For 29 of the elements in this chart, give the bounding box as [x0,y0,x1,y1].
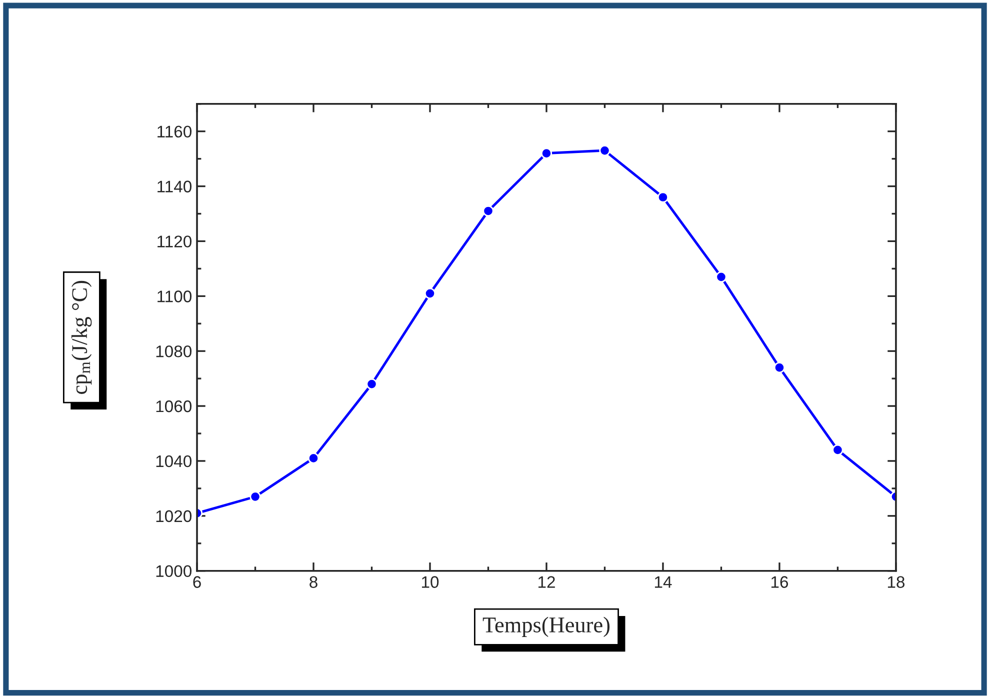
point [424,288,436,299]
y-axis-title: cp$_{m}$(J/kg °C) [71,280,92,394]
point [250,491,261,502]
x-tick-label: 18 [888,576,904,588]
x-tick-label: 10 [422,576,439,588]
y-tick-label: 1100 [158,290,192,302]
x-tick-label: 6 [193,576,201,588]
x-tick-label: 14 [654,576,672,588]
y-tick-label: 1020 [156,510,192,522]
y-tick-label: 1040 [156,455,192,468]
point [599,144,610,156]
y-tick-label: 1120 [158,236,192,248]
y-tick-label: 1000 [156,565,192,578]
point [366,378,378,390]
point [716,271,727,282]
x-tick-label: 8 [310,576,318,588]
x-tick-label: 16 [771,576,788,588]
y-tick-label: 1160 [158,126,192,138]
point [540,148,552,159]
point [657,192,669,203]
point [308,452,320,464]
point [832,444,844,456]
x-tick-label: 12 [538,576,555,588]
y-tick-label: 1080 [156,345,192,358]
point [774,362,786,374]
point [482,205,494,217]
y-tick-label: 1140 [158,180,192,192]
x-axis-title: Temps(Heure) [482,616,610,637]
y-tick-label: 1060 [156,400,192,412]
